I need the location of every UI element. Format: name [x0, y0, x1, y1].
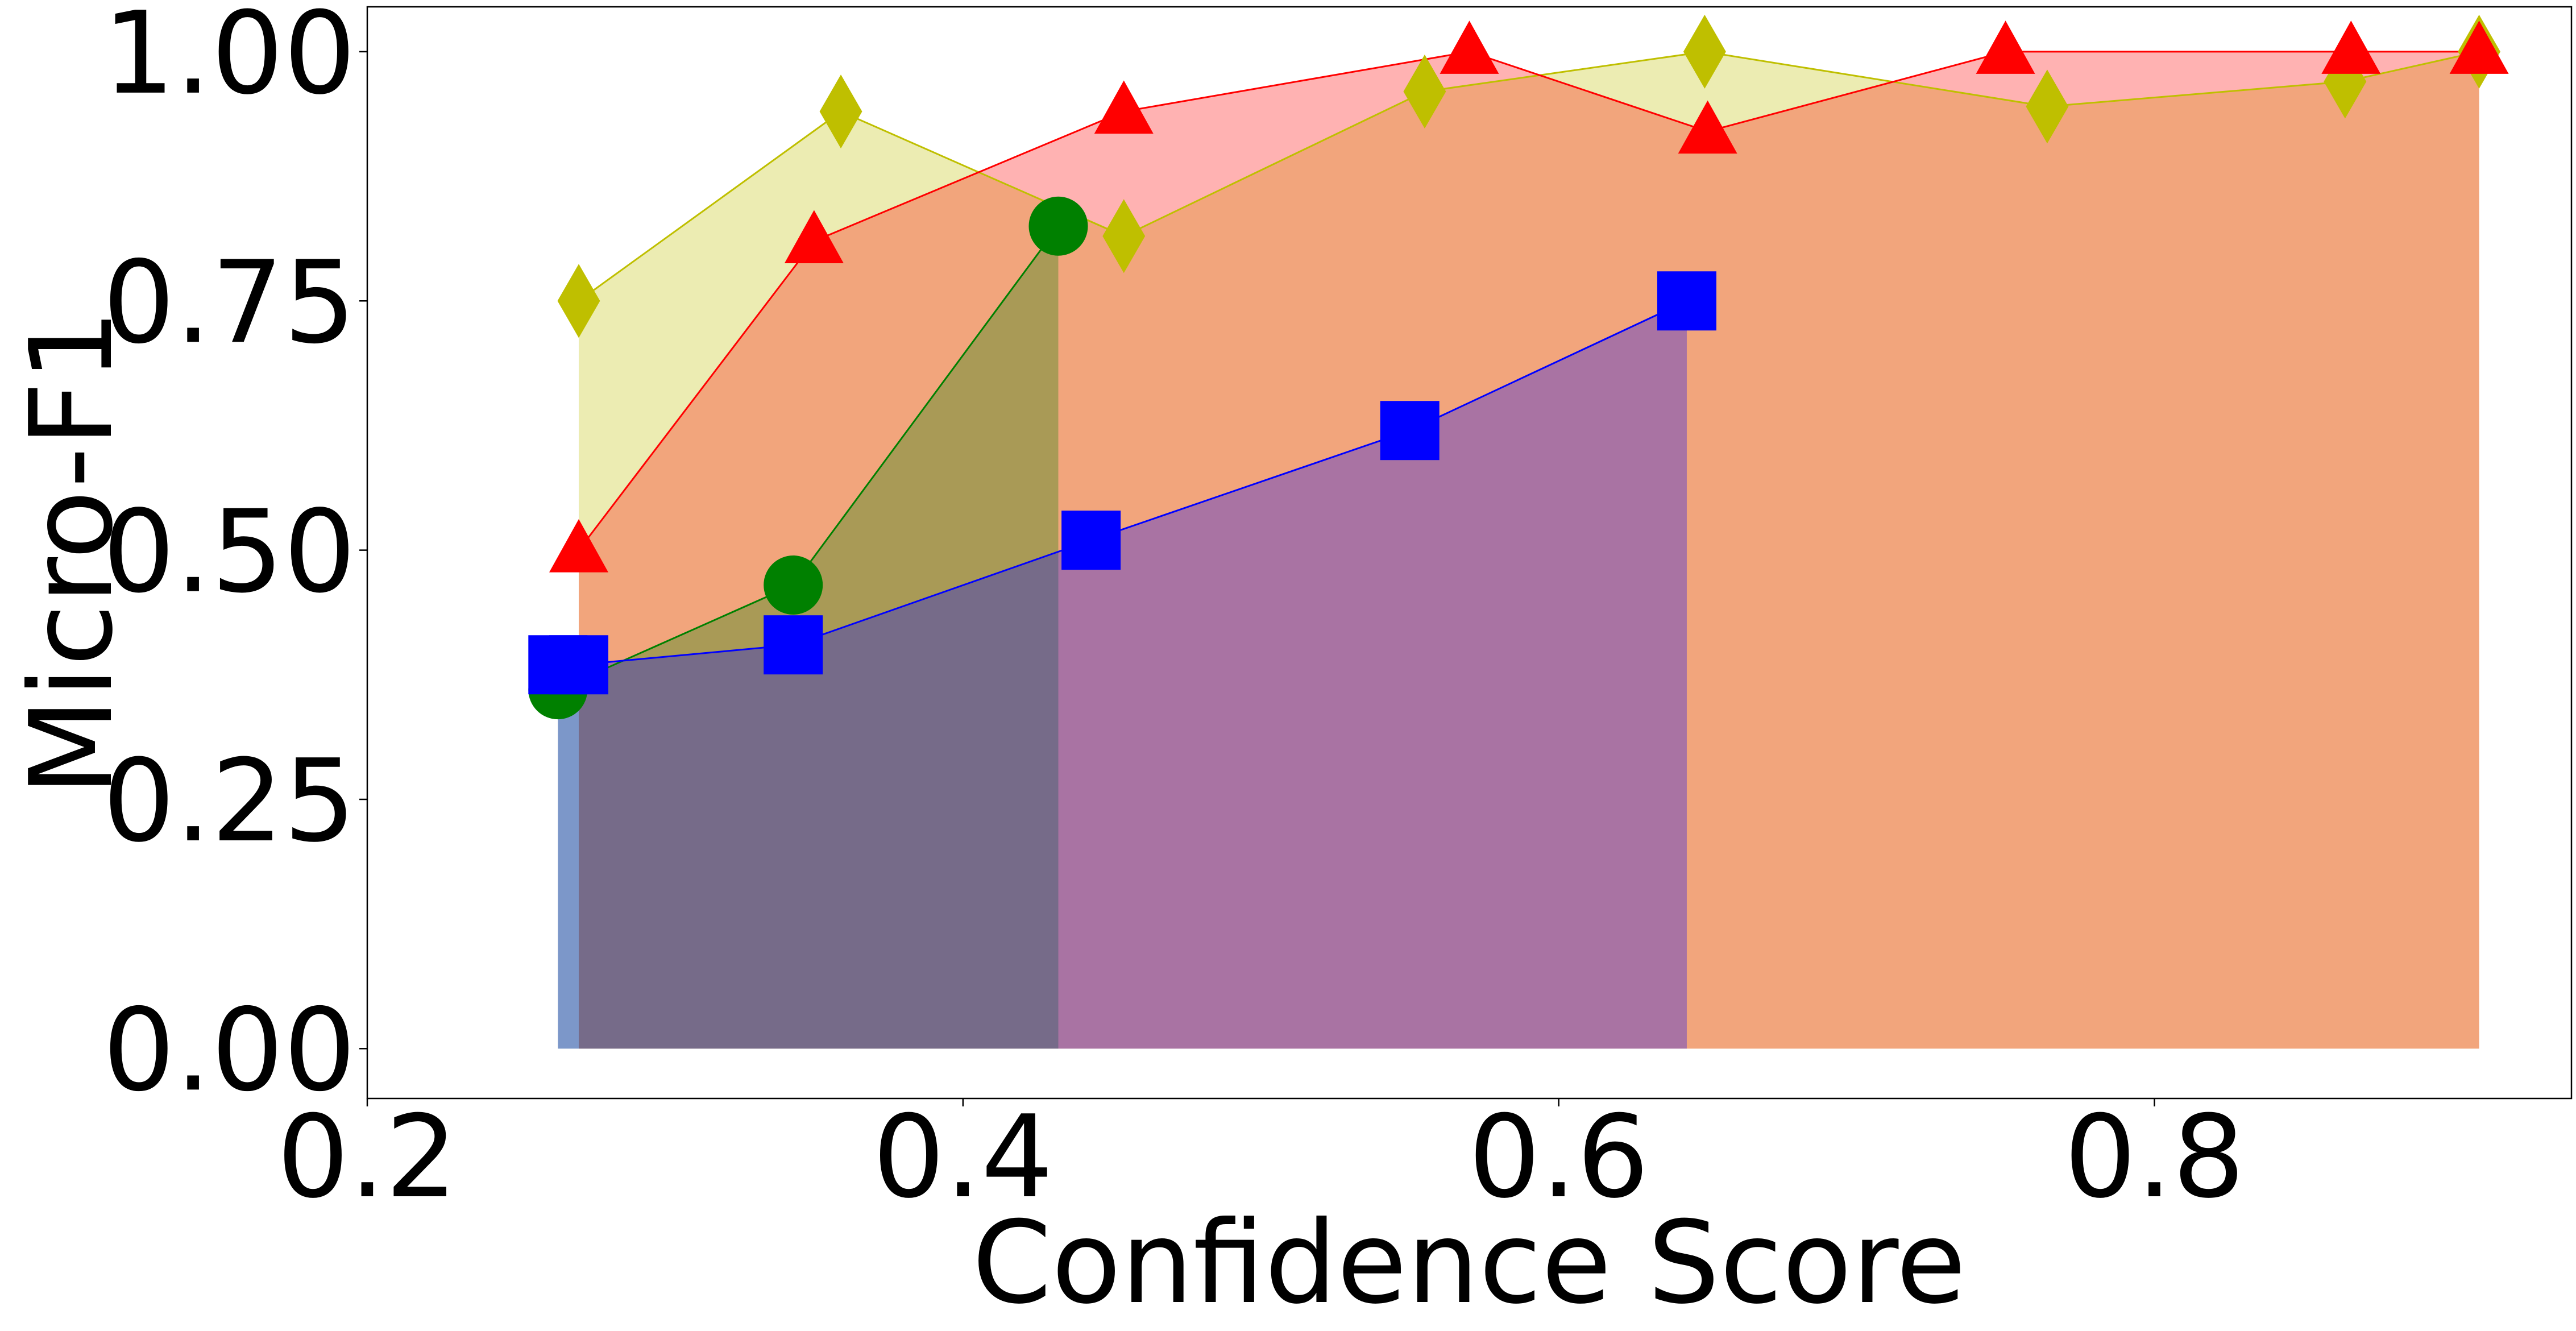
series-markers: [528, 14, 2509, 720]
y-axis: 0.00 0.25 0.50 0.75 1.00: [103, 0, 367, 1117]
y-tick-label-3: 0.75: [103, 237, 356, 369]
series-1-point-4: [1678, 100, 1737, 154]
x-tick-label-0: 0.2: [277, 1091, 458, 1224]
x-axis-label: Confidence Score: [972, 1197, 1966, 1328]
y-tick-label-2: 0.50: [103, 486, 356, 619]
series-3-point-4: [1380, 401, 1440, 461]
series-2-point-1: [764, 555, 823, 615]
series-3-point-3: [1061, 511, 1121, 570]
series-0-area: [578, 51, 2479, 1049]
series-1-point-3: [1440, 20, 1499, 74]
series-1-point-2: [1094, 80, 1154, 134]
x-tick-label-3: 0.8: [2064, 1091, 2245, 1224]
series-3-point-2: [764, 615, 823, 675]
series-3-point-1: [549, 635, 608, 695]
series-0-point-4: [1683, 14, 1726, 89]
series-1-point-6: [2321, 20, 2381, 74]
series-3-area: [558, 301, 1687, 1049]
series-1-point-5: [1976, 20, 2035, 74]
series-1-area: [578, 51, 2479, 1049]
series-1-line: [578, 51, 2479, 551]
series-1-point-1: [784, 210, 844, 264]
series-0-point-3: [1403, 55, 1446, 129]
series-3-point-5: [1657, 271, 1716, 331]
plot-frame: [366, 6, 2573, 1100]
series-0-point-0: [557, 264, 600, 338]
x-tick-label-1: 0.4: [873, 1091, 1053, 1224]
series-0-line: [578, 51, 2479, 302]
series-2-point-2: [1028, 196, 1088, 256]
x-axis: 0.2 0.4 0.6 0.8: [277, 1091, 2245, 1224]
series-1-point-7: [2449, 20, 2509, 74]
x-tick-label-2: 0.6: [1469, 1091, 1649, 1224]
series-1-point-0: [549, 519, 608, 573]
series-0-point-2: [1102, 199, 1146, 273]
y-tick-label-1: 0.25: [103, 735, 356, 868]
y-tick-label-4: 1.00: [103, 0, 356, 120]
series-0-point-1: [819, 74, 862, 149]
series-0-point-5: [2026, 69, 2069, 144]
y-axis-label: Micro-F1: [6, 309, 138, 796]
y-tick-label-0: 0.00: [103, 984, 356, 1117]
area-fills: [558, 51, 2479, 1049]
